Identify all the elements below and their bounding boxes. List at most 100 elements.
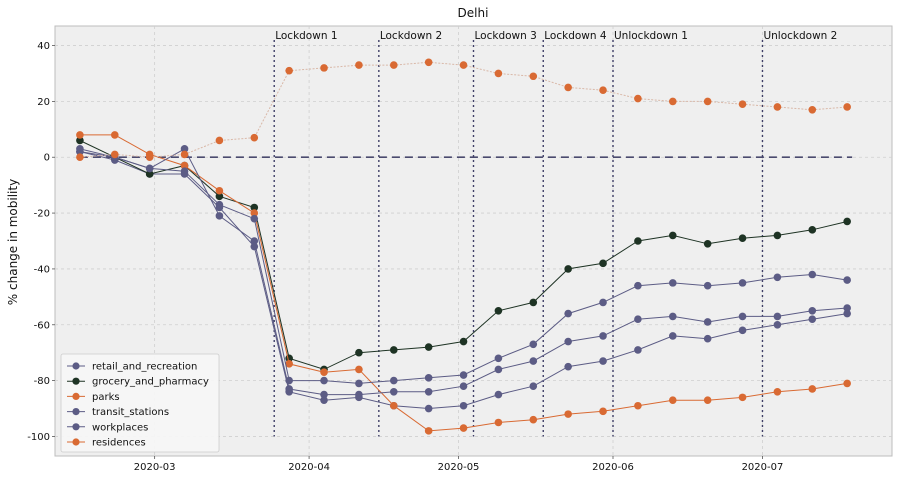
data-point — [180, 161, 189, 170]
legend-item: parks — [67, 392, 120, 403]
data-point — [738, 100, 747, 108]
data-point — [599, 259, 607, 268]
legend-label: retail_and_recreation — [92, 362, 197, 373]
x-tick-label: 2020-07 — [742, 462, 784, 473]
series-residences — [76, 58, 851, 162]
legend-item: residences — [67, 438, 146, 449]
x-axis-ticks: 2020-03 2020-04 2020-05 2020-06 2020-07 — [134, 456, 784, 473]
data-point — [634, 237, 642, 245]
data-point — [703, 239, 712, 248]
data-point — [215, 192, 224, 201]
y-tick-label: -100 — [27, 432, 50, 443]
data-point — [564, 265, 572, 273]
data-point — [180, 167, 189, 175]
data-point — [738, 312, 747, 321]
series-group — [76, 58, 851, 435]
y-tick-label: 0 — [44, 153, 50, 164]
data-point — [808, 315, 817, 323]
data-point — [843, 276, 851, 284]
data-point — [250, 214, 259, 223]
legend-label: grocery_and_pharmacy — [92, 377, 209, 388]
legend-item: retail_and_recreation — [67, 362, 197, 373]
data-point — [529, 72, 538, 81]
data-point — [529, 415, 538, 424]
data-point — [494, 390, 503, 399]
data-point — [424, 404, 433, 413]
data-point — [389, 346, 398, 354]
data-point — [355, 61, 363, 69]
data-point — [668, 396, 677, 404]
data-point — [564, 309, 572, 318]
data-point — [494, 365, 503, 374]
data-point — [76, 153, 84, 162]
data-point — [564, 410, 572, 418]
data-point — [424, 343, 433, 351]
y-tick-label: -40 — [34, 264, 50, 275]
data-point — [459, 61, 468, 69]
data-point — [529, 340, 538, 349]
lockdown-events: Lockdown 1 Lockdown 2 Lockdown 3 Lockdown 4… — [273, 30, 837, 437]
data-point — [843, 304, 851, 312]
data-point — [355, 348, 363, 357]
data-point — [389, 401, 398, 410]
data-point — [355, 365, 363, 374]
data-point — [773, 273, 782, 282]
legend-marker — [72, 423, 80, 431]
data-point — [494, 418, 503, 427]
legend-label: workplaces — [92, 422, 148, 433]
data-point — [738, 234, 747, 243]
data-point — [459, 401, 468, 410]
data-point — [285, 66, 293, 75]
data-point — [634, 94, 642, 103]
data-point — [494, 69, 503, 78]
data-point — [145, 153, 154, 162]
data-point — [355, 379, 363, 388]
data-point — [180, 145, 189, 153]
data-point — [320, 376, 328, 385]
event-label: Unlockdown 1 — [614, 30, 688, 42]
data-point — [668, 231, 677, 240]
data-point — [843, 379, 851, 388]
legend: retail_and_recreation grocery_and_pharmac… — [60, 353, 220, 453]
data-point — [76, 136, 84, 145]
legend-marker — [72, 438, 80, 446]
legend-item: workplaces — [67, 422, 148, 433]
data-point — [459, 337, 468, 346]
data-point — [250, 203, 259, 212]
data-point — [424, 427, 433, 435]
data-point — [773, 387, 782, 396]
y-axis-ticks: 40 20 0 -20 -40 -60 -80 -100 — [27, 41, 55, 443]
data-point — [703, 281, 712, 290]
x-tick-label: 2020-03 — [134, 462, 176, 473]
data-point — [634, 315, 642, 323]
data-point — [285, 385, 293, 393]
data-point — [76, 147, 84, 156]
data-point — [459, 424, 468, 432]
data-point — [355, 390, 363, 399]
data-point — [703, 334, 712, 343]
data-point — [634, 346, 642, 354]
data-point — [668, 279, 677, 287]
data-point — [564, 337, 572, 346]
data-point — [459, 382, 468, 390]
data-point — [215, 200, 224, 209]
data-point — [738, 393, 747, 402]
legend-label: transit_stations — [92, 407, 169, 418]
data-point — [703, 318, 712, 326]
data-point — [76, 131, 84, 139]
data-point — [424, 387, 433, 396]
data-point — [773, 312, 782, 321]
data-point — [703, 396, 712, 404]
data-point — [599, 357, 607, 365]
data-point — [215, 186, 224, 195]
data-point — [564, 362, 572, 371]
data-point — [808, 270, 817, 279]
data-point — [250, 237, 259, 245]
event-label: Lockdown 4 — [544, 30, 607, 42]
data-point — [459, 371, 468, 379]
legend-marker — [72, 377, 80, 385]
y-tick-label: 20 — [37, 97, 50, 108]
data-point — [320, 390, 328, 399]
data-point — [110, 150, 119, 159]
